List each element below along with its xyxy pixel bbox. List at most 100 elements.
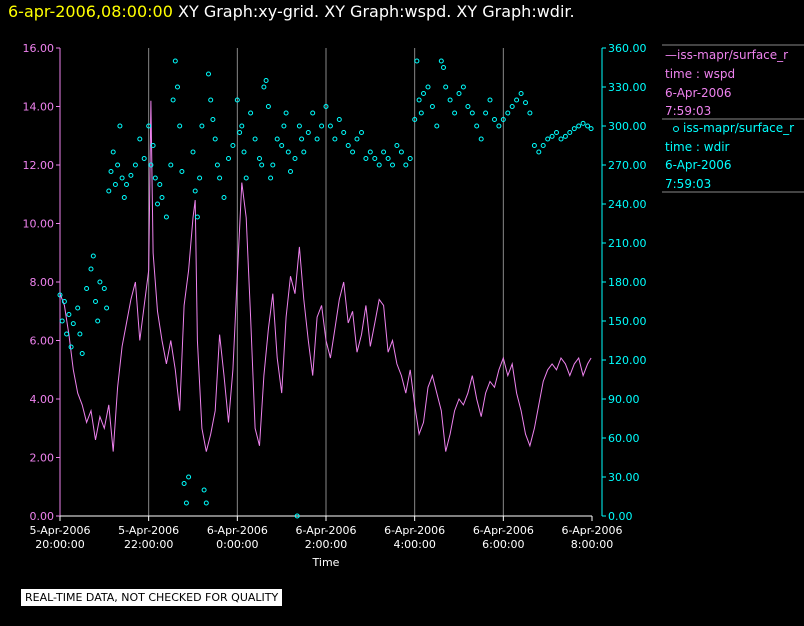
y-right-tick-label-12: 360.00 [608, 42, 647, 55]
series-wdir-point-3 [64, 331, 70, 337]
series-wdir-point-95 [332, 136, 338, 142]
series-wdir-point-125 [452, 110, 458, 116]
series-wdir-point-42 [175, 84, 180, 90]
series-wdir-point-84 [292, 156, 298, 161]
series-wdir-point-59 [214, 162, 220, 168]
series-wdir-point-25 [121, 195, 127, 200]
x-tick-date-2: 6-Apr-2006 [207, 524, 268, 537]
y-right-tick-label-1: 30.00 [608, 471, 640, 484]
series-wdir-point-101 [359, 130, 364, 135]
series-wdir-point-114 [414, 58, 420, 64]
series-wdir-point-10 [84, 286, 90, 291]
series-wdir-point-27 [128, 172, 134, 178]
x-tick-date-1: 5-Apr-2006 [118, 524, 179, 537]
series-wdir-point-22 [115, 162, 121, 168]
series-wdir-point-118 [425, 84, 431, 90]
series-wdir-point-110 [398, 149, 404, 155]
series-wdir-point-36 [157, 182, 163, 187]
series-wdir-point-32 [148, 162, 154, 168]
series-wdir-point-18 [106, 188, 112, 194]
legend-series-2-time: 7:59:03 [665, 177, 712, 191]
x-tick-time-1: 22:00:00 [124, 538, 173, 551]
series-wdir-point-123 [443, 84, 449, 90]
series-wdir-point-105 [376, 162, 382, 168]
series-wdir-point-37 [159, 195, 165, 200]
series-wdir-point-138 [509, 104, 515, 109]
header-time: 6-apr-2006,08:00:00 [8, 2, 173, 21]
series-wdir-point-57 [210, 117, 216, 122]
y-left-tick-label-5: 10.00 [23, 218, 55, 231]
series-wdir-point-15 [97, 279, 103, 285]
x-tick-time-4: 4:00:00 [393, 538, 435, 551]
series-wdir-point-50 [194, 214, 200, 220]
series-wdir-point-91 [314, 136, 320, 142]
y-left-tick-label-4: 8.00 [30, 276, 55, 289]
series-wdir-point-121 [438, 58, 444, 64]
series-wdir-point-21 [112, 182, 118, 187]
legend-series-1-name: —iss-mapr/surface_r [665, 48, 789, 62]
x-axis-label: Time [312, 556, 340, 569]
series-wdir-point-136 [500, 117, 506, 122]
series-wdir-point-19 [108, 169, 114, 174]
series-wdir-point-115 [416, 97, 422, 103]
series-wdir-point-5 [68, 344, 74, 350]
series-wdir-point-87 [299, 136, 305, 142]
x-tick-date-3: 6-Apr-2006 [295, 524, 356, 537]
series-wdir-point-7 [75, 305, 81, 311]
series-wdir-point-62 [226, 156, 231, 161]
series-wdir-point-38 [163, 214, 169, 220]
series-wdir-point-141 [523, 100, 528, 106]
y-right-tick-label-10: 300.00 [608, 120, 647, 133]
y-right-tick-label-3: 90.00 [608, 393, 640, 406]
series-wdir-point-107 [385, 156, 391, 161]
series-wdir-point-112 [407, 156, 413, 161]
y-right-tick-label-5: 150.00 [608, 315, 647, 328]
series-wdir-point-6 [70, 321, 76, 327]
series-wdir-point-100 [354, 136, 360, 142]
series-wdir-point-145 [540, 143, 546, 148]
legend-series-2-field: time : wdir [665, 140, 730, 154]
series-wdir-point-131 [478, 136, 484, 142]
series-wdir-point-137 [505, 110, 511, 116]
series-wdir-point-58 [212, 136, 218, 142]
series-wdir-point-92 [319, 123, 325, 129]
series-wdir-point-9 [79, 351, 85, 356]
series-wdir-point-128 [465, 104, 471, 109]
series-wdir-point-111 [403, 162, 409, 168]
series-wdir-point-73 [261, 84, 267, 90]
series-wdir-point-89 [305, 130, 311, 135]
y-left-tick-label-8: 16.00 [23, 42, 55, 55]
series-wdir-point-140 [518, 91, 524, 96]
series-wdir-point-54 [203, 500, 209, 506]
series-wdir-point-23 [117, 123, 123, 129]
series-wdir-point-81 [283, 110, 289, 116]
series-wdir-point-31 [146, 123, 152, 129]
series-wdir-point-148 [554, 130, 559, 135]
series-wdir-point-69 [248, 110, 254, 116]
header: 6-apr-2006,08:00:00 XY Graph:xy-grid. XY… [8, 2, 575, 21]
y-right-tick-label-4: 120.00 [608, 354, 647, 367]
series-wdir-point-20 [110, 149, 116, 155]
series-wdir-point-46 [183, 500, 189, 506]
series-wdir-point-28 [132, 162, 138, 168]
legend-series-2-name: iss-mapr/surface_r [683, 121, 795, 135]
series-wdir-point-120 [434, 123, 440, 129]
x-tick-time-2: 0:00:00 [216, 538, 258, 551]
series-wdir-point-39 [168, 162, 174, 168]
series-wdir-point-83 [288, 169, 293, 174]
legend-series-1-time: 7:59:03 [665, 104, 712, 118]
series-wdir-point-53 [201, 487, 207, 493]
series-wdir-point-124 [447, 97, 453, 103]
header-titles: XY Graph:xy-grid. XY Graph:wspd. XY Grap… [178, 2, 575, 21]
series-wdir-point-78 [274, 136, 280, 142]
series-wdir-point-43 [177, 123, 183, 129]
series-wdir-point-26 [124, 182, 129, 187]
series-wdir-point-24 [119, 175, 125, 181]
series-wdir-point-98 [345, 143, 351, 148]
series-wdir-point-146 [545, 136, 551, 142]
series-wdir-point-104 [372, 156, 378, 161]
series-wdir-point-126 [456, 91, 462, 96]
series-wdir-point-63 [230, 143, 236, 148]
series-wdir-point-77 [270, 162, 276, 168]
series-wdir-point-130 [474, 123, 480, 129]
